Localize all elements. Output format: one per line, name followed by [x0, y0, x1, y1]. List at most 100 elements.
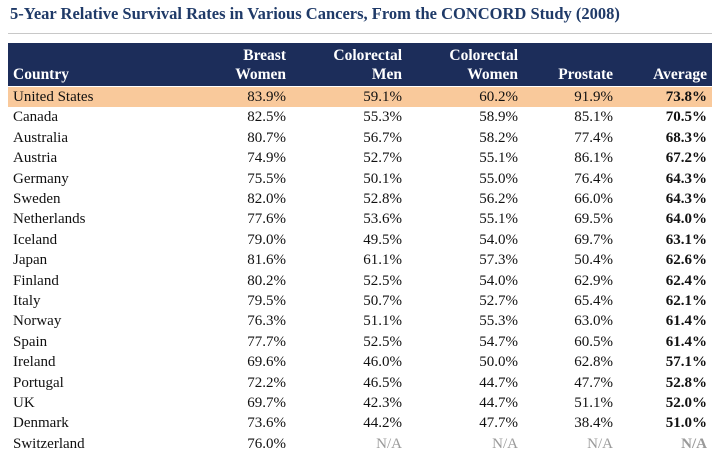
value-cell: 73.6% — [247, 415, 286, 432]
column-header: Country — [13, 66, 69, 83]
value-cell: 52.7% — [479, 293, 518, 309]
country-cell: Portugal — [13, 374, 64, 391]
value-cell: 52.8% — [363, 191, 402, 207]
value-cell: 55.3% — [479, 313, 518, 330]
value-cell: 79.5% — [247, 293, 286, 309]
separator — [8, 33, 712, 34]
value-cell: 62.9% — [574, 272, 613, 289]
value-cell: 65.4% — [574, 293, 613, 309]
country-cell: Switzerland — [13, 435, 85, 452]
value-cell: 62.4% — [665, 272, 707, 289]
value-cell: 50.0% — [479, 354, 518, 371]
country-cell: Germany — [13, 170, 69, 187]
value-cell: 49.5% — [363, 231, 402, 248]
value-cell: 38.4% — [574, 415, 613, 432]
value-cell: 82.0% — [247, 191, 286, 207]
value-cell: 64.0% — [665, 211, 707, 228]
value-cell: 54.7% — [479, 333, 518, 350]
value-cell: 50.1% — [363, 170, 402, 187]
value-cell: 75.5% — [247, 170, 286, 187]
value-cell: 61.4% — [665, 333, 707, 350]
value-cell: 55.3% — [363, 109, 402, 126]
column-header: Colorectal — [333, 47, 402, 64]
value-cell: 46.0% — [363, 354, 402, 371]
country-cell: Ireland — [13, 354, 56, 371]
value-cell: 69.5% — [574, 211, 613, 228]
value-cell: 64.3% — [665, 170, 707, 187]
value-cell: 73.8% — [665, 89, 707, 105]
value-cell: 77.7% — [247, 333, 286, 350]
country-cell: Spain — [13, 333, 48, 350]
country-cell: Sweden — [13, 191, 61, 207]
value-cell: 80.2% — [247, 272, 286, 289]
value-cell: 69.7% — [574, 231, 613, 248]
value-cell: 56.2% — [479, 191, 518, 207]
country-cell: United States — [13, 89, 94, 105]
value-cell: 62.6% — [665, 252, 707, 269]
value-cell: N/A — [587, 435, 613, 452]
value-cell: 85.1% — [574, 109, 613, 126]
country-cell: Canada — [13, 109, 58, 126]
value-cell: 51.0% — [665, 415, 707, 432]
country-cell: Denmark — [13, 415, 69, 432]
value-cell: 44.7% — [479, 374, 518, 391]
value-cell: 55.1% — [479, 211, 518, 228]
country-cell: UK — [13, 395, 35, 411]
title: 5-Year Relative Survival Rates in Variou… — [10, 4, 620, 23]
value-cell: 55.1% — [479, 150, 518, 167]
value-cell: 80.7% — [247, 129, 286, 146]
column-header: Average — [653, 66, 707, 83]
value-cell: 42.3% — [363, 395, 402, 411]
value-cell: 81.6% — [247, 252, 286, 269]
country-cell: Austria — [13, 150, 58, 167]
value-cell: 91.9% — [574, 89, 613, 105]
value-cell: 70.5% — [665, 109, 707, 126]
column-header: Women — [467, 66, 518, 83]
value-cell: 57.3% — [479, 252, 518, 269]
value-cell: 69.6% — [247, 354, 286, 371]
value-cell: 52.7% — [363, 150, 402, 167]
value-cell: 76.0% — [247, 435, 286, 452]
value-cell: 52.5% — [363, 272, 402, 289]
value-cell: 53.6% — [363, 211, 402, 228]
value-cell: 47.7% — [479, 415, 518, 432]
country-cell: Netherlands — [13, 211, 86, 228]
country-cell: Australia — [13, 129, 68, 146]
value-cell: N/A — [492, 435, 518, 452]
country-cell: Japan — [13, 252, 48, 269]
value-cell: 60.5% — [574, 333, 613, 350]
value-cell: 51.1% — [363, 313, 402, 330]
value-cell: 63.0% — [574, 313, 613, 330]
value-cell: 83.9% — [247, 89, 286, 105]
value-cell: 60.2% — [479, 89, 518, 105]
value-cell: 79.0% — [247, 231, 286, 248]
value-cell: 62.1% — [665, 293, 707, 309]
value-cell: 51.1% — [574, 395, 613, 411]
country-cell: Italy — [13, 293, 41, 309]
country-cell: Finland — [13, 272, 59, 289]
value-cell: 61.4% — [665, 313, 707, 330]
value-cell: 57.1% — [665, 354, 707, 371]
value-cell: 74.9% — [247, 150, 286, 167]
value-cell: 58.2% — [479, 129, 518, 146]
table-row — [8, 87, 712, 108]
value-cell: 66.0% — [574, 191, 613, 207]
value-cell: 50.4% — [574, 252, 613, 269]
value-cell: 62.8% — [574, 354, 613, 371]
column-header: Prostate — [558, 66, 613, 83]
value-cell: 52.5% — [363, 333, 402, 350]
value-cell: 76.3% — [247, 313, 286, 330]
value-cell: 61.1% — [363, 252, 402, 269]
value-cell: 82.5% — [247, 109, 286, 126]
column-header: Men — [371, 66, 402, 83]
value-cell: 55.0% — [479, 170, 518, 187]
value-cell: 46.5% — [363, 374, 402, 391]
value-cell: 54.0% — [479, 272, 518, 289]
value-cell: N/A — [681, 435, 707, 452]
value-cell: 54.0% — [479, 231, 518, 248]
header-bar — [8, 43, 712, 86]
column-header: Breast — [243, 47, 286, 64]
value-cell: 86.1% — [574, 150, 613, 167]
value-cell: 56.7% — [363, 129, 402, 146]
